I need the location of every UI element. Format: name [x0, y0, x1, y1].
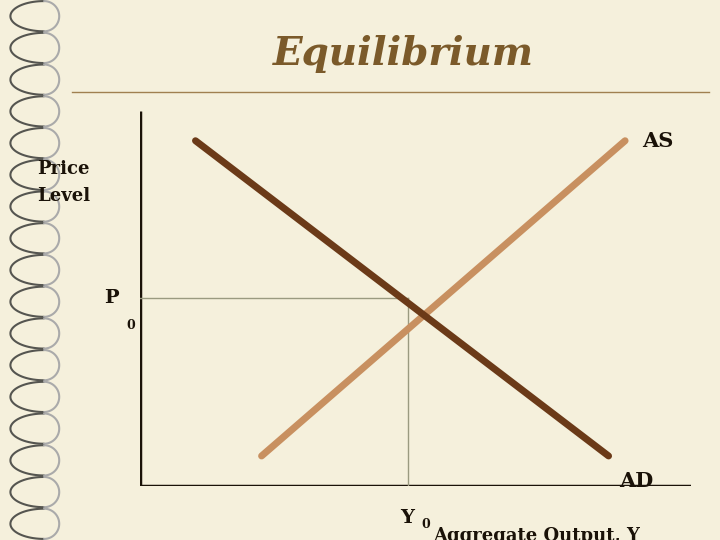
Circle shape [65, 171, 66, 179]
Circle shape [65, 295, 66, 309]
Text: P: P [104, 289, 118, 307]
Circle shape [65, 485, 66, 499]
Circle shape [65, 520, 66, 528]
Text: AD: AD [620, 471, 654, 491]
Circle shape [65, 390, 66, 404]
Circle shape [65, 393, 66, 401]
Text: Price: Price [37, 160, 89, 178]
Text: Equilibrium: Equilibrium [273, 35, 534, 73]
Circle shape [65, 326, 66, 340]
Circle shape [65, 457, 66, 464]
Circle shape [65, 517, 66, 531]
Circle shape [65, 422, 66, 436]
Circle shape [65, 329, 66, 337]
Circle shape [65, 104, 66, 118]
Circle shape [65, 168, 66, 182]
Circle shape [65, 231, 66, 245]
Circle shape [65, 139, 66, 147]
Text: Level: Level [37, 186, 90, 205]
Text: 0: 0 [421, 518, 430, 531]
Circle shape [65, 9, 66, 23]
Circle shape [65, 454, 66, 468]
Circle shape [65, 358, 66, 372]
Circle shape [65, 199, 66, 213]
Circle shape [65, 361, 66, 369]
Circle shape [65, 76, 66, 83]
Text: 0: 0 [127, 319, 135, 332]
Circle shape [65, 266, 66, 274]
Circle shape [65, 203, 66, 210]
Circle shape [65, 298, 66, 306]
Circle shape [65, 12, 66, 20]
Text: Aggregate Output, Y: Aggregate Output, Y [433, 527, 640, 540]
Text: AS: AS [642, 131, 673, 151]
Circle shape [65, 41, 66, 55]
Text: Y: Y [400, 509, 415, 526]
Circle shape [65, 234, 66, 242]
Circle shape [65, 44, 66, 52]
Circle shape [65, 263, 66, 277]
Circle shape [65, 72, 66, 86]
Circle shape [65, 107, 66, 115]
Circle shape [65, 425, 66, 433]
Circle shape [65, 136, 66, 150]
Circle shape [65, 488, 66, 496]
